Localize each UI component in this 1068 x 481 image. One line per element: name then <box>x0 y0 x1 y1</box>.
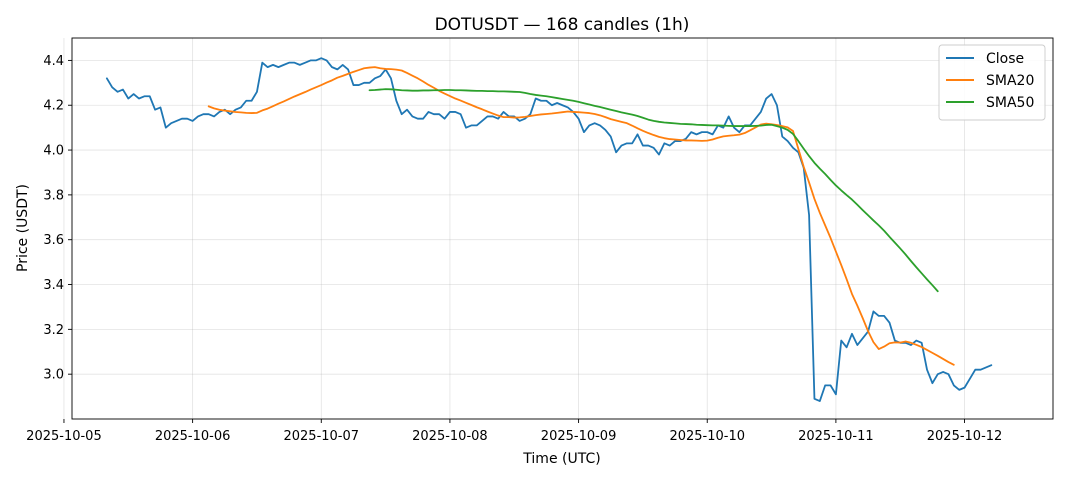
y-ticks: 3.0 3.2 3.4 3.6 3.8 4.0 4.2 4.4 <box>43 54 72 383</box>
series-line-sma20 <box>207 66 955 366</box>
x-tick-label: 2025-10-12 <box>927 429 1003 444</box>
y-tick-label: 3.8 <box>43 188 64 203</box>
plot-frame <box>71 37 1054 420</box>
legend: Close SMA20 SMA50 <box>938 44 1046 121</box>
y-tick-label: 3.6 <box>43 233 64 248</box>
legend-label-sma50: SMA50 <box>986 95 1034 111</box>
chart-title: DOTUSDT — 168 candles (1h) <box>435 15 690 35</box>
x-tick-label: 2025-10-07 <box>283 429 359 444</box>
legend-label-sma20: SMA20 <box>986 73 1034 89</box>
series-line-sma50 <box>368 88 939 293</box>
series-layer <box>105 57 993 402</box>
x-tick-label: 2025-10-11 <box>798 429 874 444</box>
x-axis-label: Time (UTC) <box>522 451 600 467</box>
x-tick-label: 2025-10-09 <box>541 429 617 444</box>
y-tick-label: 3.0 <box>43 368 64 383</box>
x-tick-label: 2025-10-08 <box>412 429 488 444</box>
x-tick-label: 2025-10-06 <box>155 429 231 444</box>
y-tick-label: 3.4 <box>43 278 64 293</box>
y-axis-label: Price (USDT) <box>15 184 31 272</box>
x-tick-label: 2025-10-05 <box>26 429 102 444</box>
series-line-close <box>105 57 993 402</box>
legend-label-close: Close <box>986 51 1024 67</box>
y-tick-label: 4.2 <box>43 99 64 114</box>
grid <box>63 38 1053 419</box>
x-ticks: 2025-10-05 2025-10-06 2025-10-07 2025-10-08… <box>26 419 1002 444</box>
y-tick-label: 4.4 <box>43 54 64 69</box>
y-tick-label: 4.0 <box>43 144 64 159</box>
x-tick-label: 2025-10-10 <box>669 429 745 444</box>
y-tick-label: 3.2 <box>43 323 64 338</box>
